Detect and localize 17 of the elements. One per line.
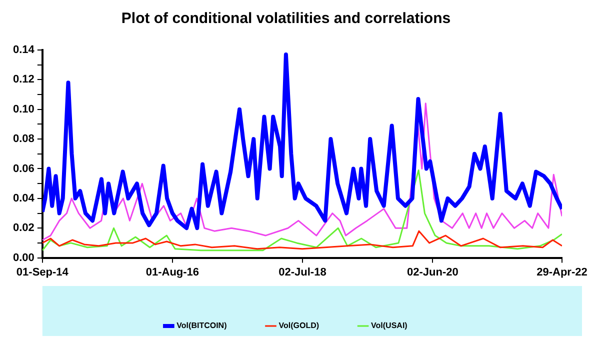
x-tick-label: 01-Aug-16: [146, 266, 200, 278]
legend-label: Vol(USAI): [371, 321, 408, 330]
x-tick-label: 02-Jul-18: [278, 266, 326, 278]
y-tick-label: 0.14: [12, 44, 36, 56]
y-tick-label: 0.08: [12, 133, 34, 146]
y-tick-label: 0.04: [12, 192, 36, 204]
y-tick-label: 0.06: [12, 162, 34, 175]
x-tick-label: 01-Sep-14: [16, 266, 70, 278]
y-tick-label: 0.00: [12, 252, 34, 264]
legend-label: Vol(BITCOIN): [176, 321, 228, 330]
y-tick-label: 0.12: [12, 74, 34, 86]
legend-label: Vol(GOLD): [278, 321, 320, 330]
x-tick-label: 29-Apr-22: [536, 266, 588, 278]
y-tick-label: 0.10: [12, 103, 34, 116]
y-tick-label: 0.02: [12, 222, 34, 234]
chart-title: Plot of conditional volatilities and correlations: [121, 10, 451, 28]
x-tick-label: 02-Jun-20: [407, 266, 458, 278]
